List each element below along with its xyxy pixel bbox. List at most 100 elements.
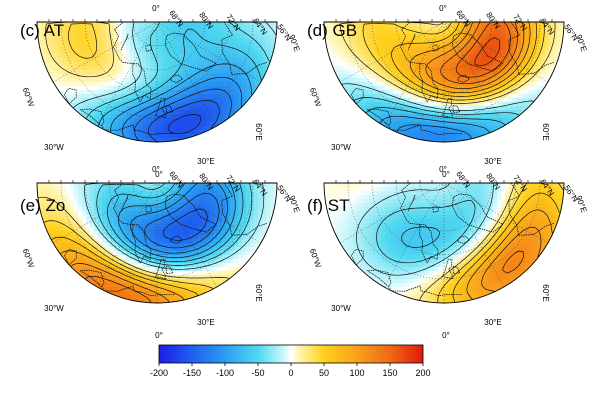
parallel [395,22,493,71]
lon-label-west: 60°W [21,247,36,269]
graticule [339,22,549,142]
coastline [79,108,105,127]
parallel [347,22,541,119]
meridian [383,183,445,288]
coastline [407,33,416,51]
parallel [395,183,493,232]
lon-label-top: 0° [439,4,447,13]
map-panel-st: 0°68°N 80°N 72°N 64°N 56°N90°E60°W30°W30°E60… [307,165,589,340]
colorbar-tick-label: -200 [150,368,168,378]
coastline [113,183,134,225]
coastline [79,269,105,288]
coastline [350,249,364,266]
contour-lines [356,183,564,303]
coastline [400,22,421,64]
parallel [108,183,206,232]
colorbar-tick-label: -50 [251,368,264,378]
lon-label-60e: 60°E [254,123,263,140]
parallel [132,183,182,208]
lon-label-east: 90°E [574,194,588,213]
coastline [120,194,129,212]
lon-label-30w: 30°W [44,143,64,152]
lon-label-west: 60°W [21,86,36,108]
lon-label-30e: 30°E [197,157,214,166]
panel-title: (d) GB [307,21,357,40]
parallel [132,22,182,47]
meridian [443,22,505,127]
lon-label-west: 60°W [308,247,323,269]
coastline [101,285,175,296]
colorbar: -200 -150 -100 -50 0 50 100 150 200 [150,344,431,378]
colorbar-tick-label: -100 [216,368,234,378]
graticule [339,183,549,303]
lon-label-top: 0° [152,165,160,174]
lon-label-bottom: 0° [442,170,450,179]
graticule [52,183,262,303]
parallel [347,183,541,280]
lon-label-east: 90°E [574,33,588,52]
lon-label-30e: 30°E [484,157,501,166]
coastline [350,88,364,105]
colorbar-tick-label: 50 [319,368,329,378]
coastline [154,259,166,279]
coastline [164,32,217,72]
coastline [366,108,392,127]
lon-label-60e: 60°E [541,284,550,301]
coastline [164,193,217,233]
meridian [156,22,262,83]
coastline [366,269,392,288]
lon-label-30w: 30°W [44,304,64,313]
meridian [443,183,549,244]
coastline [400,183,421,225]
colorbar-tick-label: -150 [183,368,201,378]
coastline [457,235,470,244]
lon-label-30e: 30°E [484,318,501,327]
map-panel-zo: 0°68°N 80°N 72°N 64°N 56°N90°E60°W30°W30°E60… [20,165,302,340]
colorbar-tick-label: 0 [288,368,293,378]
meridian [443,183,505,288]
parallel [60,183,254,280]
coastline [457,74,470,83]
lon-label-60e: 60°E [254,284,263,301]
parallel [60,22,254,119]
coastline [419,62,439,103]
panel-title: (e) Zo [20,196,65,215]
map-border [36,182,278,304]
anomaly-field [37,22,277,142]
coastline [432,44,439,52]
lon-label-west: 60°W [308,86,323,108]
lon-label-30w: 30°W [331,143,351,152]
parallel [108,22,206,71]
coastline [132,62,152,103]
graticule [52,22,262,142]
map-panel-at: 0°68°N 80°N 72°N 64°N 56°N90°E60°W30°W30°E60… [20,4,302,179]
coastline [441,259,453,279]
lon-label-60e: 60°E [541,123,550,140]
coastline [451,193,504,233]
lon-label-30w: 30°W [331,304,351,313]
meridian [383,22,445,127]
meridian [156,183,218,288]
meridian [156,183,262,244]
lon-label-bottom: 0° [442,331,450,340]
coastline [441,98,453,118]
coastline [407,194,416,212]
lon-label-bottom: 0° [155,331,163,340]
coastline [132,223,152,264]
colorbar-bar [158,344,424,364]
meridian [52,183,158,244]
coastline [63,88,77,105]
coastline [113,22,134,64]
coastline [120,33,129,51]
map-border [36,21,278,143]
coastline [451,32,504,72]
lon-label-top: 0° [152,4,160,13]
meridian [96,22,158,127]
coastline [170,74,183,83]
coastline [145,205,152,213]
map-panel-gb: 0°68°N 80°N 72°N 64°N 56°N90°E60°W30°W30°E60… [307,4,589,179]
map-border [323,21,565,143]
coastline [170,235,183,244]
lon-label-top: 0° [439,165,447,174]
meridian [156,22,218,127]
